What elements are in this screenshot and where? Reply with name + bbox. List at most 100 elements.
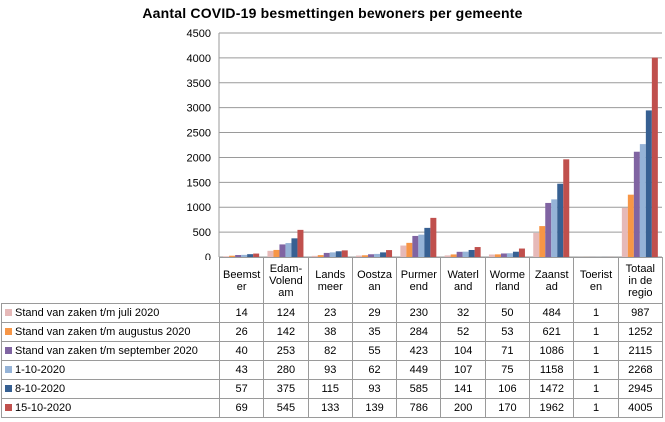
table-cell: 104 [440,341,486,361]
bar [539,226,546,257]
bar [323,252,330,257]
bar [518,248,525,257]
table-cell: 71 [484,341,531,361]
legend-key [5,328,12,335]
legend-key [5,385,12,392]
category-header-line: Volend [269,274,303,287]
category-header: Zaanst ad [529,257,575,304]
table-cell: 1472 [529,379,575,399]
table-cell: 23 [307,303,353,323]
legend-key [5,404,12,411]
table-cell: 124 [263,303,309,323]
table-row: 1-10-2020 43 280 93 62 449 107 75 1158 1 2268 [1,360,663,380]
table-cell: 106 [484,379,531,399]
table-cell: 93 [351,379,398,399]
table-cell: 55 [351,341,398,361]
table-cell: 2115 [617,341,663,361]
series-label: 8-10-2020 [1,379,220,399]
bar [621,207,628,257]
category-header-line: Toerist [579,268,613,281]
bar [297,229,304,257]
table-cell: 1 [573,341,619,361]
bar [494,254,501,257]
category-header: Toerist en [573,257,619,304]
category-header-line: en [589,280,603,293]
y-tick-label: 1500 [187,177,211,189]
category-header-line: end [409,280,429,293]
table-cell: 29 [351,303,398,323]
category-header-line: Edam- [269,262,303,275]
table-cell: 1 [573,379,619,399]
bar [633,151,640,257]
table-cell: 1 [573,360,619,380]
table-cell: 1962 [529,398,575,418]
bar [235,255,242,257]
category-header-line: am [278,286,294,299]
category-header-line: er [236,280,247,293]
bar [506,253,513,257]
series-name: Stand van zaken t/m september 2020 [15,345,198,357]
bar [229,255,236,257]
table-row: 15-10-2020 69 545 133 139 786 200 170 1962 1 4005 [1,398,663,418]
category-header-line: Totaal [625,262,655,275]
legend-key [5,366,12,373]
category-header-line: meer [317,280,343,293]
table-cell: 1 [573,303,619,323]
table-cell: 40 [218,341,265,361]
bar [424,227,431,257]
series-label: Stand van zaken t/m september 2020 [1,341,220,361]
series-label: 1-10-2020 [1,360,220,380]
table-cell: 284 [396,322,442,342]
series-label: Stand van zaken t/m juli 2020 [1,303,220,323]
bar [279,244,286,257]
table-cell: 621 [529,322,575,342]
category-header-line: regio [628,286,653,299]
y-tick-label: 2000 [187,152,211,164]
bar [456,251,463,257]
bar [639,144,646,257]
bar [418,234,425,257]
legend-key [5,309,12,316]
series-name: Stand van zaken t/m juli 2020 [15,307,160,319]
y-tick-label: 1000 [187,202,211,214]
series-name: 8-10-2020 [15,383,66,395]
bar [329,252,336,257]
table-cell: 32 [440,303,486,323]
table-row: Stand van zaken t/m juli 2020 14 124 23 29 23… [1,303,663,323]
category-header-line: ad [545,280,558,293]
table-cell: 2268 [617,360,663,380]
table-cell: 200 [440,398,486,418]
category-header-line: Beemst [223,268,261,281]
bar [474,247,481,257]
bar [627,194,634,257]
series-label: Stand van zaken t/m augustus 2020 [1,322,220,342]
bar [356,255,363,257]
category-header-line: an [368,280,381,293]
table-cell: 35 [351,322,398,342]
bar [430,217,437,257]
y-tick-label: 500 [193,227,211,239]
bar [412,235,419,257]
bar [645,110,652,257]
table-cell: 38 [307,322,353,342]
table-cell: 52 [440,322,486,342]
y-tick-label: 4500 [187,28,211,40]
table-cell: 280 [263,360,309,380]
table-cell: 69 [218,398,265,418]
series-label: 15-10-2020 [1,398,220,418]
bar [311,255,318,257]
category-header-line: rland [495,280,520,293]
category-header: Beemst er [218,257,265,304]
category-header-line: Purmer [400,268,437,281]
bar [468,249,475,257]
table-cell: 585 [396,379,442,399]
table-cell: 375 [263,379,309,399]
table-cell: 449 [396,360,442,380]
table-cell: 1 [573,398,619,418]
category-header: Oostza an [351,257,398,304]
table-cell: 142 [263,322,309,342]
table-cell: 1158 [529,360,575,380]
table-cell: 62 [351,360,398,380]
table-row: 8-10-2020 57 375 115 93 585 141 106 1472 1 2945 [1,379,663,399]
data-table: Beemst er Edam- Volend am Lands meer Oostza an Pu… [1,257,663,418]
